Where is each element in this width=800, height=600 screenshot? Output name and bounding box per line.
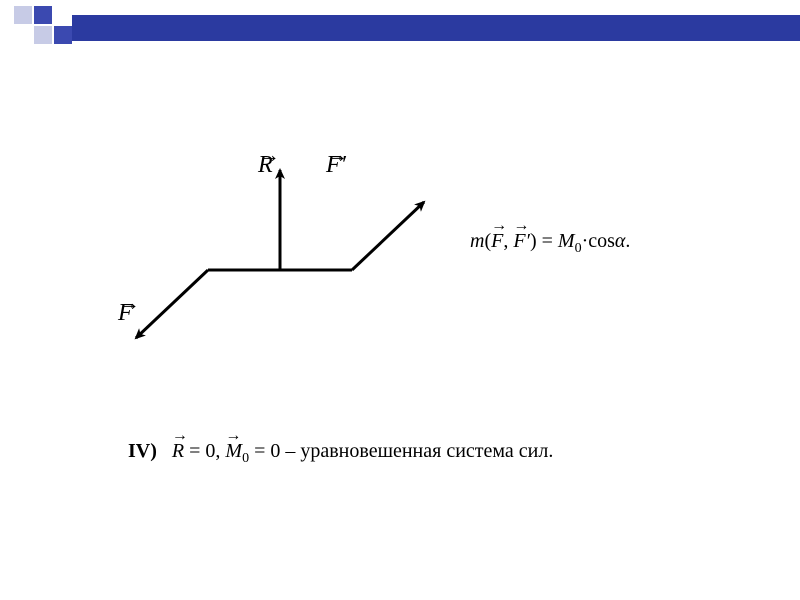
label-F: → F <box>118 300 133 327</box>
case-M: M <box>225 440 242 463</box>
case-iv-label: IV) <box>128 440 157 462</box>
case-dash: – <box>285 440 300 462</box>
decor-sq-2 <box>54 6 72 24</box>
eq-period: . <box>625 230 630 252</box>
case-iv: IV) R = 0, M0 = 0 – уравновешенная систе… <box>128 440 553 467</box>
case-M0: 0 <box>242 451 249 466</box>
case-eq0b: = 0 <box>249 440 285 462</box>
eq-M: M <box>558 230 575 252</box>
eq-eq: = <box>537 230 558 252</box>
label-Fp: → F′ <box>326 152 346 179</box>
eq-cos: cos <box>588 230 615 252</box>
diag-Fp <box>352 202 424 270</box>
eq-M0: 0 <box>575 241 582 256</box>
decor-squares <box>14 6 72 44</box>
moment-equation: m(F, F′) = M0·cosα. <box>470 230 630 257</box>
force-diagram <box>0 70 800 600</box>
decor-sq-3 <box>14 26 32 44</box>
eq-Fp: F′ <box>513 230 530 253</box>
case-R: R <box>172 440 184 463</box>
diag-F <box>136 270 208 338</box>
eq-rp: ) <box>530 230 537 252</box>
eq-m: m <box>470 230 484 252</box>
decor-sq-1 <box>34 6 52 24</box>
decor-sq-0 <box>14 6 32 24</box>
case-eq0a: = 0, <box>184 440 225 462</box>
decor-stripe <box>72 15 800 41</box>
label-R: → R <box>258 152 273 179</box>
decor-sq-4 <box>34 26 52 44</box>
eq-F: F <box>491 230 503 253</box>
eq-alpha: α <box>615 230 626 252</box>
decor-sq-5 <box>54 26 72 44</box>
case-text: уравновешенная система сил. <box>300 440 553 462</box>
